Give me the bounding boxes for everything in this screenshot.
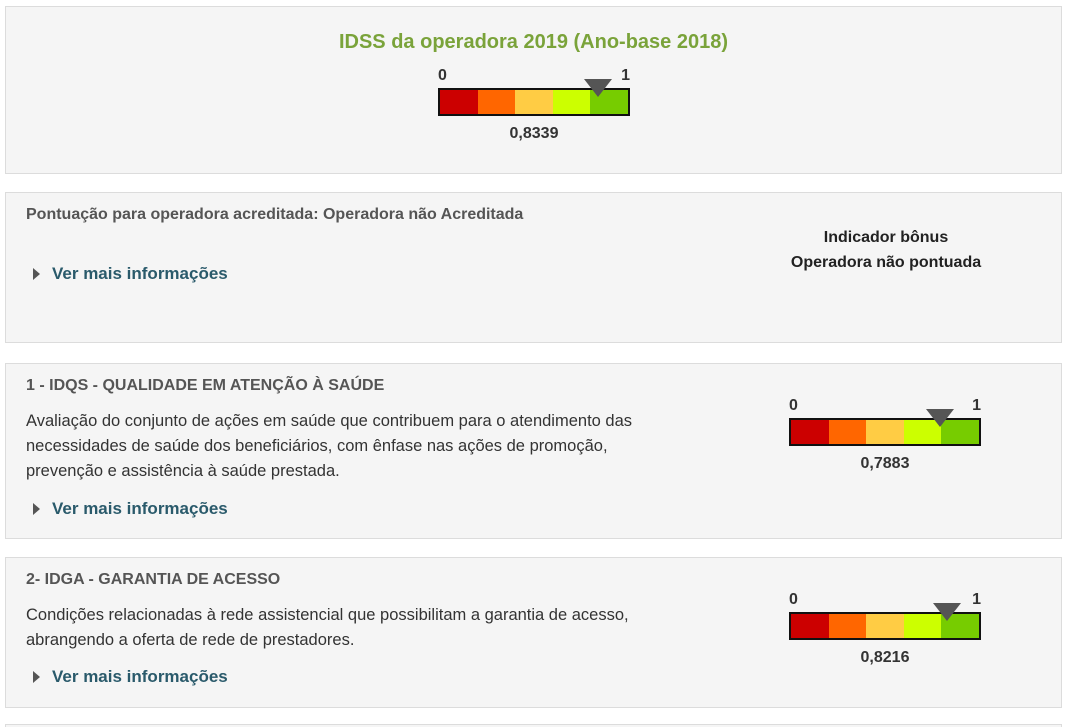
gauge-segment-orange bbox=[477, 90, 516, 114]
bonus-indicator: Indicador bônus Operadora não pontuada bbox=[746, 225, 1026, 275]
gauge-segment-red bbox=[791, 420, 829, 444]
description-line: Avaliação do conjunto de ações em saúde … bbox=[26, 412, 633, 430]
description-line: necessidades de saúde dos beneficiários,… bbox=[26, 437, 608, 455]
bonus-status: Operadora não pontuada bbox=[790, 254, 982, 271]
description-line: Condições relacionadas à rede assistenci… bbox=[26, 606, 629, 624]
more-info-label: Ver mais informações bbox=[52, 264, 228, 283]
accreditation-more-info-link[interactable]: Ver mais informações bbox=[33, 264, 228, 284]
indicator-description: Condições relacionadas à rede assistenci… bbox=[26, 603, 716, 653]
gauge-max-label: 1 bbox=[621, 67, 630, 84]
more-info-label: Ver mais informações bbox=[52, 667, 228, 686]
gauge-segment-yellow bbox=[866, 420, 904, 444]
gauge-value: 0,8339 bbox=[509, 125, 559, 142]
indicator-title: 2- IDGA - GARANTIA DE ACESSO bbox=[26, 571, 281, 588]
idqs-gauge: 0 1 0,7883 bbox=[789, 397, 981, 477]
gauge-min-label: 0 bbox=[789, 397, 798, 414]
idga-gauge: 0 1 0,8216 bbox=[789, 591, 981, 671]
indicator-description: Avaliação do conjunto de ações em saúde … bbox=[26, 409, 716, 484]
gauge-segment-orange bbox=[828, 420, 867, 444]
idss-summary-panel: IDSS da operadora 2019 (Ano-base 2018) 0… bbox=[5, 6, 1062, 174]
gauge-min-label: 0 bbox=[438, 67, 447, 84]
gauge-marker-icon bbox=[932, 603, 961, 621]
idga-more-info-link[interactable]: Ver mais informações bbox=[33, 667, 228, 687]
indicator-title: 1 - IDQS - QUALIDADE EM ATENÇÃO À SAÚDE bbox=[26, 377, 385, 394]
indicator-panel-idga: 2- IDGA - GARANTIA DE ACESSO Condições r… bbox=[5, 557, 1062, 708]
bonus-title: Indicador bônus bbox=[823, 229, 949, 246]
gauge-segment-red bbox=[440, 90, 478, 114]
description-line: prevenção e assistência à saúde prestada… bbox=[26, 462, 340, 480]
accreditation-panel: Pontuação para operadora acreditada: Ope… bbox=[5, 192, 1062, 343]
gauge-bar bbox=[789, 612, 981, 640]
gauge-segment-yellow bbox=[515, 90, 553, 114]
idss-title: IDSS da operadora 2019 (Ano-base 2018) bbox=[338, 31, 729, 53]
gauge-segment-yellow bbox=[866, 614, 904, 638]
idss-gauge: 0 1 0,8339 bbox=[438, 67, 630, 147]
caret-right-icon bbox=[33, 503, 40, 515]
indicator-panel-idqs: 1 - IDQS - QUALIDADE EM ATENÇÃO À SAÚDE … bbox=[5, 363, 1062, 539]
description-line: abrangendo a oferta de rede de prestador… bbox=[26, 631, 355, 649]
gauge-min-label: 0 bbox=[789, 591, 798, 608]
caret-right-icon bbox=[33, 268, 40, 280]
gauge-segment-red bbox=[791, 614, 829, 638]
gauge-segment-orange bbox=[828, 614, 867, 638]
gauge-max-label: 1 bbox=[972, 397, 981, 414]
accreditation-status: Pontuação para operadora acreditada: Ope… bbox=[26, 206, 524, 223]
idqs-more-info-link[interactable]: Ver mais informações bbox=[33, 499, 228, 519]
next-indicator-panel bbox=[5, 724, 1062, 727]
caret-right-icon bbox=[33, 671, 40, 683]
gauge-max-label: 1 bbox=[972, 591, 981, 608]
gauge-marker-icon bbox=[926, 409, 955, 427]
more-info-label: Ver mais informações bbox=[52, 499, 228, 518]
gauge-value: 0,7883 bbox=[860, 455, 910, 472]
gauge-marker-icon bbox=[584, 79, 613, 97]
gauge-value: 0,8216 bbox=[860, 649, 910, 666]
